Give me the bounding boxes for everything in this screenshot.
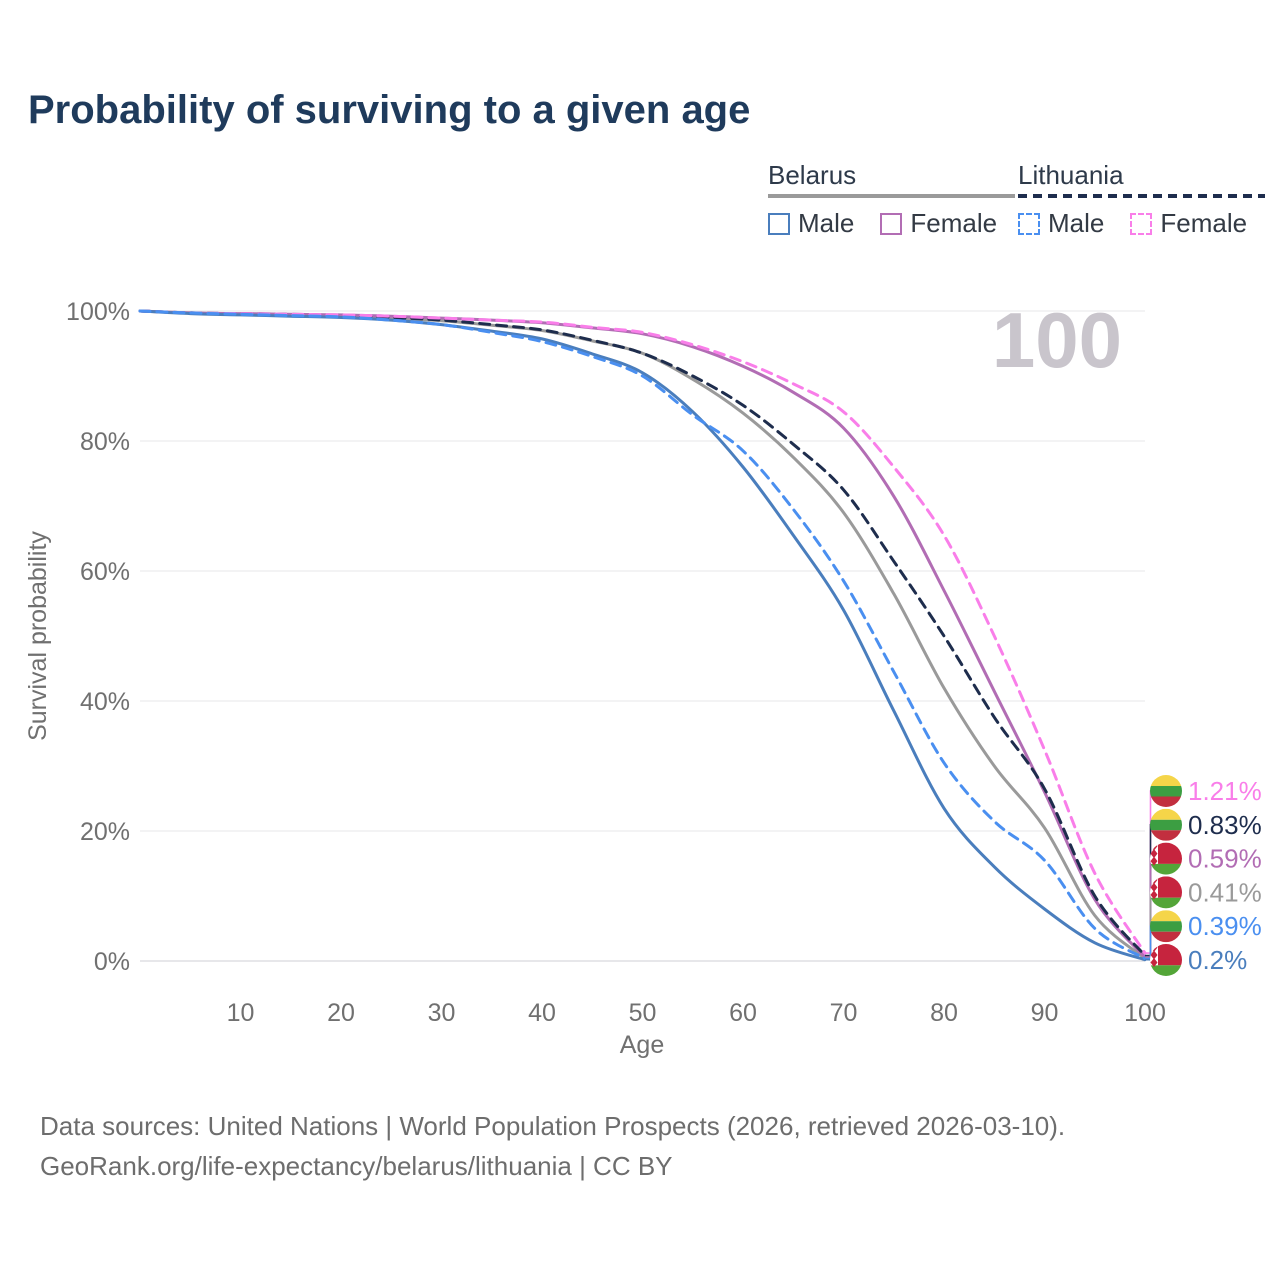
series-line-lithuania-female[interactable]	[138, 309, 1147, 955]
series-end-labels: 1.21% 0.83% 0.59%0.41% 0.39% 0.2%	[1145, 775, 1262, 976]
x-tick-label-70: 70	[830, 999, 858, 1027]
series-lines	[138, 309, 1147, 962]
x-tick-label-10: 10	[227, 999, 255, 1027]
gridlines	[140, 310, 1145, 962]
legend-underline-lithuania	[1018, 194, 1266, 198]
lithuania-flag-icon	[1150, 910, 1182, 942]
y-tick-label-20: 20%	[80, 818, 130, 846]
y-tick-label-80: 80%	[80, 428, 130, 456]
x-axis-tick-labels: 10 20 30 40 50 60 70 80 90 100	[227, 999, 1166, 1027]
lithuania-flag-icon	[1150, 775, 1182, 807]
footer-georank-link[interactable]: GeoRank.org/life-expectancy/belarus/lith…	[40, 1151, 673, 1181]
y-tick-label-100: 100%	[66, 298, 130, 326]
hover-age-watermark: 100	[992, 296, 1122, 384]
end-label-lithuania-female: 1.21%	[1188, 776, 1262, 806]
legend-item-lithuania-male[interactable]: Male	[1048, 208, 1105, 238]
y-tick-label-0: 0%	[94, 948, 130, 976]
end-label-belarus-both-sexes: 0.41%	[1188, 877, 1262, 907]
legend-header-lithuania[interactable]: Lithuania	[1018, 160, 1124, 190]
legend-group-lithuania: Lithuania Male Female	[1018, 160, 1266, 239]
x-tick-label-90: 90	[1031, 999, 1059, 1027]
legend-swatch-lithuania-male-icon[interactable]	[1018, 212, 1040, 235]
x-tick-label-60: 60	[729, 999, 757, 1027]
legend-underline-belarus	[768, 194, 1016, 198]
legend-item-belarus-female[interactable]: Female	[910, 208, 998, 238]
legend-swatch-belarus-female-icon[interactable]	[880, 212, 903, 235]
legend-group-belarus: Belarus Male Female	[768, 160, 1016, 239]
legend-item-belarus-male[interactable]: Male	[798, 208, 855, 238]
footer-attribution: Data sources: United Nations | World Pop…	[40, 1106, 1065, 1186]
y-tick-label-60: 60%	[80, 558, 130, 586]
legend-header-belarus[interactable]: Belarus	[768, 160, 857, 190]
legend-swatch-lithuania-female-icon[interactable]	[1130, 212, 1153, 235]
x-tick-label-40: 40	[528, 999, 556, 1027]
legend-item-lithuania-female[interactable]: Female	[1160, 208, 1248, 238]
x-tick-label-80: 80	[930, 999, 958, 1027]
end-label-belarus-male: 0.2%	[1188, 945, 1247, 975]
series-line-lithuania-male[interactable]	[138, 309, 1147, 960]
footer-data-sources: Data sources: United Nations | World Pop…	[40, 1111, 1066, 1141]
y-tick-label-40: 40%	[80, 688, 130, 716]
x-tick-label-50: 50	[629, 999, 657, 1027]
x-axis-title: Age	[620, 1031, 664, 1059]
x-tick-label-30: 30	[428, 999, 456, 1027]
y-axis-title: Survival probability	[24, 531, 52, 741]
x-tick-label-20: 20	[327, 999, 355, 1027]
lithuania-flag-icon	[1150, 809, 1182, 841]
belarus-flag-icon	[1150, 943, 1182, 976]
page-title: Probability of surviving to a given age	[28, 88, 751, 132]
belarus-flag-icon	[1150, 875, 1182, 908]
y-axis-tick-labels: 0% 20% 40% 60% 80% 100%	[66, 298, 130, 976]
end-label-lithuania-both-sexes: 0.83%	[1188, 810, 1262, 840]
x-tick-label-100: 100	[1124, 999, 1166, 1027]
end-label-belarus-female: 0.59%	[1188, 844, 1262, 874]
legend-swatch-belarus-male-icon[interactable]	[768, 212, 790, 235]
belarus-flag-icon	[1150, 842, 1182, 875]
end-label-lithuania-male: 0.39%	[1188, 911, 1262, 941]
